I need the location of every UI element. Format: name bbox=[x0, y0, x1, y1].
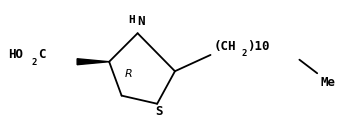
Text: N: N bbox=[137, 15, 145, 28]
Text: HO: HO bbox=[8, 48, 23, 61]
Text: )10: )10 bbox=[247, 40, 269, 53]
Text: 2: 2 bbox=[241, 49, 246, 58]
Polygon shape bbox=[77, 59, 109, 65]
Text: (CH: (CH bbox=[214, 40, 237, 53]
Text: H: H bbox=[128, 15, 135, 25]
Text: 2: 2 bbox=[32, 58, 37, 67]
Text: Me: Me bbox=[321, 76, 336, 89]
Text: C: C bbox=[38, 48, 46, 61]
Text: S: S bbox=[155, 105, 163, 118]
Text: R: R bbox=[125, 69, 132, 79]
